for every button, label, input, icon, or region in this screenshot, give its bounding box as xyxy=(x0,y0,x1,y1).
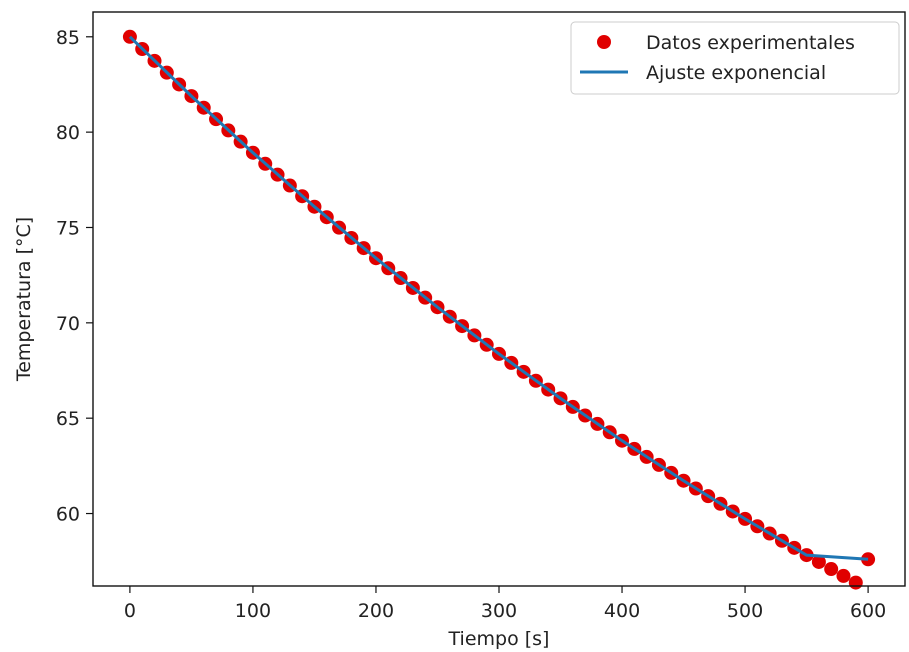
x-tick-label: 200 xyxy=(358,600,394,622)
x-tick-label: 600 xyxy=(850,600,886,622)
data-point xyxy=(811,554,826,569)
legend-label-ajuste: Ajuste exponencial xyxy=(646,62,826,84)
y-axis-label: Temperatura [°C] xyxy=(13,217,35,382)
x-tick-label: 100 xyxy=(235,600,271,622)
data-point xyxy=(836,568,851,583)
y-tick-label: 80 xyxy=(56,122,80,144)
y-tick-label: 75 xyxy=(56,217,80,239)
y-tick-label: 85 xyxy=(56,27,80,49)
y-tick-label: 70 xyxy=(56,313,80,335)
x-tick-label: 400 xyxy=(604,600,640,622)
y-tick-label: 60 xyxy=(56,504,80,526)
data-point xyxy=(848,575,863,590)
y-tick-label: 65 xyxy=(56,408,80,430)
fit-line xyxy=(128,35,869,561)
axes-frame xyxy=(92,11,906,587)
legend-box xyxy=(570,21,900,95)
axes: 0 100 200 300 400 500 600 60 65 70 75 80 85 xyxy=(56,11,906,622)
x-tick-label: 0 xyxy=(124,600,136,622)
data-point xyxy=(824,562,839,577)
legend-label-datos: Datos experimentales xyxy=(646,32,855,54)
legend-marker-datos xyxy=(597,35,611,49)
x-axis-label: Tiempo [s] xyxy=(448,628,550,650)
x-tick-label: 500 xyxy=(727,600,763,622)
plot-area xyxy=(122,29,876,590)
x-tick-label: 300 xyxy=(481,600,517,622)
legend: Datos experimentales Ajuste exponencial xyxy=(570,21,900,95)
